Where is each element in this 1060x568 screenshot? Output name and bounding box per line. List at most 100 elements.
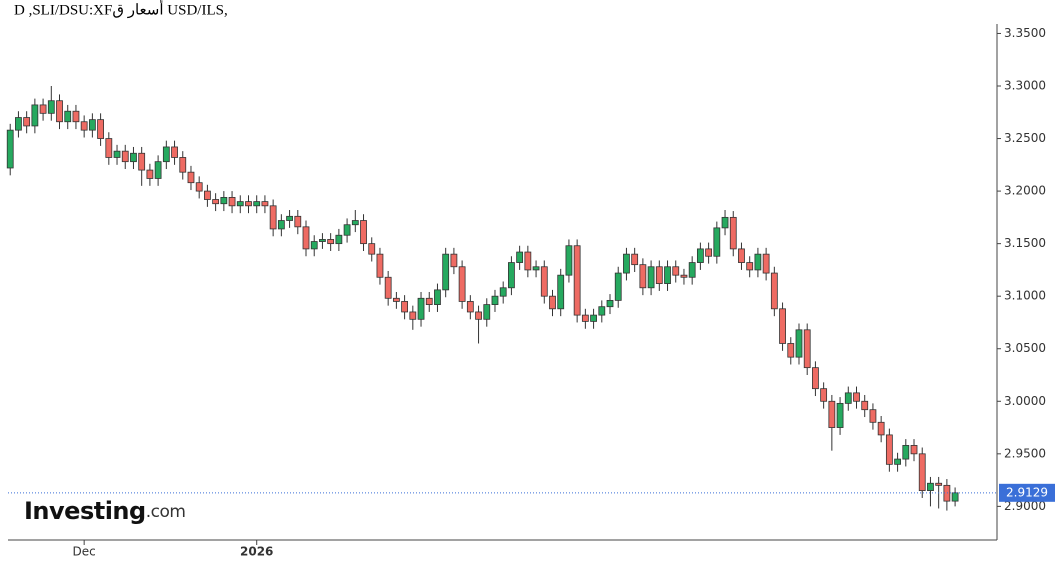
y-tick-label: 3.1500 <box>1004 236 1046 250</box>
candle-body <box>606 299 614 308</box>
candle-body <box>302 226 310 250</box>
candle-body <box>549 295 556 310</box>
candle-body <box>812 367 819 390</box>
candle-body <box>138 152 146 171</box>
candle-body <box>236 201 244 207</box>
candle-body <box>836 402 844 428</box>
candle-body <box>261 201 269 207</box>
candle-body <box>598 306 606 316</box>
candle-body <box>121 150 129 163</box>
candle-body <box>269 205 277 230</box>
candle-body <box>664 266 671 284</box>
candle-body <box>861 400 869 411</box>
candle-body <box>212 199 220 205</box>
candle-body <box>565 245 573 276</box>
candle-body <box>532 266 540 271</box>
candle-body <box>869 409 877 423</box>
candle-body <box>294 215 302 228</box>
candle-body <box>195 182 203 192</box>
candle-body <box>483 304 491 320</box>
chart-title: D ,SLI/DSU:XFأسعار ق USD/ILS, <box>14 0 228 18</box>
y-tick-label: 3.2000 <box>1004 184 1046 198</box>
candle-body <box>935 482 943 486</box>
y-tick-label: 2.9500 <box>1004 446 1046 460</box>
candle-body <box>746 262 754 271</box>
candle-body <box>721 216 729 229</box>
y-tick-label: 3.0500 <box>1004 341 1046 355</box>
candle-body <box>23 117 31 127</box>
candle-body <box>146 169 154 179</box>
candle-body <box>877 421 885 436</box>
candle-body <box>655 266 663 284</box>
candle-body <box>327 239 335 245</box>
candle-body <box>351 220 359 226</box>
candle-body <box>475 311 482 320</box>
candle-body <box>466 301 474 313</box>
brand-name: Investing <box>24 497 146 525</box>
candle-body <box>187 171 195 184</box>
candle-body <box>853 392 860 402</box>
candle-body <box>787 343 795 358</box>
candle-body <box>335 234 343 245</box>
candle-body <box>762 253 770 274</box>
candle-body <box>162 146 170 163</box>
x-tick-label: Dec <box>73 545 96 559</box>
candle-body <box>80 121 88 131</box>
candle-body <box>573 245 581 316</box>
candle-body <box>105 138 113 158</box>
candle-body <box>688 262 696 278</box>
candle-body <box>803 329 811 369</box>
candle-body <box>647 266 655 289</box>
candle-body <box>844 392 852 404</box>
candle-body <box>64 110 72 123</box>
candle-body <box>401 301 409 313</box>
candle-body <box>310 241 318 250</box>
candle-body <box>417 297 425 320</box>
candle-body <box>368 243 376 255</box>
candle-body <box>820 388 828 402</box>
candle-body <box>360 220 367 245</box>
candle-body <box>31 104 39 127</box>
candle-body <box>220 197 228 205</box>
candle-body <box>343 224 351 236</box>
candle-body <box>581 314 589 322</box>
candle-body <box>6 129 14 169</box>
candle-body <box>557 274 565 310</box>
candle-body <box>828 400 836 428</box>
candle-body <box>425 297 433 305</box>
candle-body <box>738 248 745 263</box>
y-tick-label: 3.1000 <box>1004 289 1046 303</box>
candle-body <box>88 119 96 131</box>
candle-body <box>171 146 178 158</box>
candle-body <box>540 266 548 297</box>
candle-body <box>639 264 647 289</box>
candle-body <box>409 311 417 320</box>
candle-body <box>286 215 293 221</box>
candle-body <box>885 434 893 465</box>
candle-body <box>113 150 121 158</box>
candle-body <box>516 251 524 263</box>
candle-body <box>154 161 162 179</box>
candle-body <box>770 272 778 310</box>
candle-body <box>319 239 326 242</box>
candle-body <box>795 329 803 358</box>
candle-body <box>754 253 762 271</box>
candle-body <box>434 289 441 305</box>
y-tick-label: 3.3000 <box>1004 79 1046 93</box>
y-tick-label: 2.9000 <box>1004 499 1046 513</box>
candle-body <box>47 100 55 114</box>
x-tick-label: 2026 <box>240 545 273 559</box>
candle-body <box>450 253 458 268</box>
candle-body <box>97 119 104 139</box>
candle-body <box>442 253 450 291</box>
candle-body <box>729 216 737 250</box>
candle-body <box>376 253 384 278</box>
candle-body <box>918 453 926 492</box>
last-price-box <box>999 483 1055 502</box>
candle-body <box>228 197 236 207</box>
candle-body <box>910 445 918 455</box>
candle-body <box>15 117 22 131</box>
candle-body <box>253 201 261 207</box>
